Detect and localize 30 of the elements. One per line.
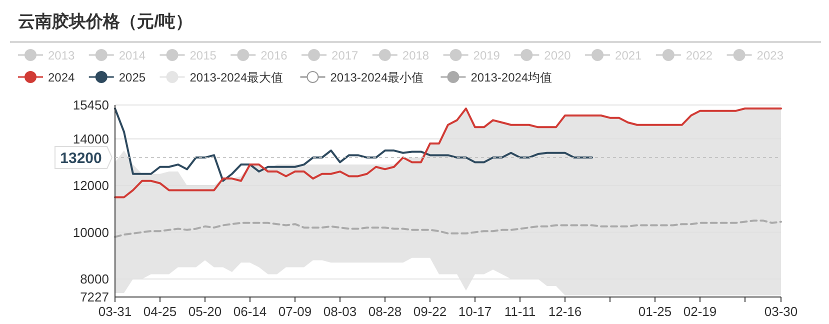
x-tick-label: 03-30 xyxy=(764,304,798,319)
x-tick-label: 09-22 xyxy=(413,304,447,319)
x-tick-label: 08-28 xyxy=(368,304,402,319)
y-tick-label: 15450 xyxy=(72,98,109,112)
y-tick-label: 14000 xyxy=(72,131,109,146)
y-tick-label: 7227 xyxy=(80,290,109,304)
legend-label: 2013-2024均值 xyxy=(470,70,552,84)
legend-label: 2025 xyxy=(118,70,146,84)
x-tick-label: 08-03 xyxy=(323,304,357,319)
chart-title: 云南胶块价格（元/吨） xyxy=(18,12,193,31)
ref-line-label: 13200 xyxy=(60,150,102,168)
y-tick-label: 10000 xyxy=(72,224,109,240)
x-tick-label: 12-16 xyxy=(548,304,582,319)
x-tick-label: 02-19 xyxy=(683,304,717,319)
x-tick-label: 03-31 xyxy=(98,304,132,319)
x-tick-label: 06-14 xyxy=(233,304,267,319)
x-tick-label: 10-17 xyxy=(458,304,492,319)
y-tick-label: 12000 xyxy=(72,178,109,194)
x-tick-label: 05-20 xyxy=(188,304,222,319)
x-tick-label: 04-25 xyxy=(143,304,177,319)
x-tick-label: 11-11 xyxy=(504,304,536,319)
y-tick-label: 8000 xyxy=(80,271,109,286)
x-tick-label: 01-25 xyxy=(638,304,672,319)
line-series xyxy=(114,108,782,198)
x-tick-label: 07-09 xyxy=(278,304,312,319)
legend-label: 2013-2024最大值 xyxy=(190,70,284,84)
line-series xyxy=(114,108,593,182)
line-series xyxy=(114,220,782,238)
legend-label: 2013-2024最小值 xyxy=(330,70,424,84)
legend-label: 2024 xyxy=(48,70,76,84)
